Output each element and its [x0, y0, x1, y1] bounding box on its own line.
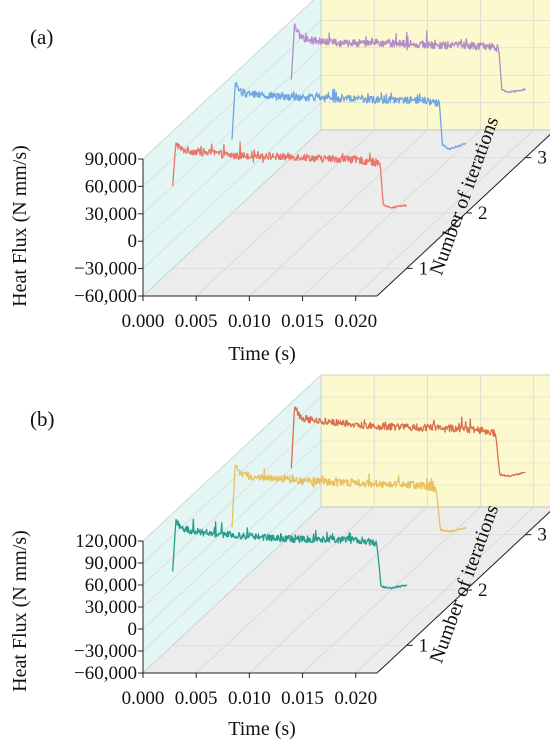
y-tick-label: 0	[128, 231, 138, 252]
y-tick-label: 30,000	[85, 597, 137, 618]
series-line-iteration-1	[172, 141, 408, 209]
axes: 0.000 0.005 0.010 0.015 0.020 120,00090,00060…	[74, 510, 550, 709]
series-line-iteration-3	[290, 23, 526, 94]
series-line-iteration-2	[231, 464, 467, 533]
z-tick-label: 2	[478, 580, 488, 601]
y-gridline	[142, 129, 550, 297]
x-tick-label: 0.015	[281, 688, 324, 709]
y-axis-title: Heat Flux (N mm/s)	[9, 145, 31, 307]
y-tick-label: 60,000	[85, 176, 137, 197]
y-gridline	[142, 440, 550, 608]
x-axis-title: Time (s)	[228, 343, 296, 365]
z-tick-label: 3	[537, 525, 547, 546]
x-axis-title: Time (s)	[228, 718, 296, 740]
y-tick-label: −30,000	[74, 641, 137, 662]
y-gridline	[142, 506, 550, 674]
y-gridline	[142, 102, 550, 269]
y-tick-label: −60,000	[74, 286, 137, 307]
y-gridline	[142, 0, 314, 160]
y-tick-label: 90,000	[85, 149, 137, 170]
y-tick-label: −30,000	[74, 259, 137, 280]
x-tick-label: 0.015	[281, 311, 324, 332]
series-layer	[172, 406, 526, 590]
y-gridline	[142, 484, 550, 652]
x-tick-label: 0.000	[122, 311, 165, 332]
panel-b: (b) 0.000 0.005 0.010 0.015 0.020 120,00090,0…	[9, 374, 550, 740]
panel-label: (b)	[30, 407, 55, 431]
panel-a: (a) 0.000 0.005 0.010 0.015 0.020 90,000 60,00…	[9, 0, 550, 365]
y-gridline	[142, 374, 550, 542]
series-layer	[172, 23, 526, 209]
y-gridline	[142, 74, 550, 242]
y-tick-label: 60,000	[85, 575, 137, 596]
panes	[142, 374, 550, 674]
y-gridline	[142, 396, 550, 564]
y-tick-label: 0	[128, 619, 138, 640]
x-tick-label: 0.000	[122, 688, 165, 709]
y-gridline	[142, 20, 550, 187]
x-tick-label: 0.005	[175, 688, 218, 709]
y-tick-label: 90,000	[85, 553, 137, 574]
z-tick-label: 2	[478, 203, 488, 224]
z-tick-label: 1	[419, 258, 429, 279]
x-tick-label: 0.010	[228, 688, 271, 709]
panel-label: (a)	[30, 25, 53, 49]
back-wall	[320, 0, 550, 131]
series-line-iteration-1	[172, 518, 408, 590]
x-tick-label: 0.010	[228, 311, 271, 332]
axes: 0.000 0.005 0.010 0.015 0.020 90,000 60,000 30,…	[74, 133, 550, 332]
y-tick-label: 30,000	[85, 204, 137, 225]
series-line-iteration-3	[290, 406, 526, 478]
x-tick-label: 0.020	[334, 688, 377, 709]
x-tick-label: 0.020	[334, 311, 377, 332]
y-axis-title: Heat Flux (N mm/s)	[9, 530, 31, 692]
y-gridline	[142, 462, 550, 630]
x-tick-label: 0.005	[175, 311, 218, 332]
z-tick-label: 1	[419, 635, 429, 656]
z-tick-label: 3	[537, 148, 547, 169]
series-line-iteration-2	[231, 81, 467, 151]
y-tick-label: 120,000	[75, 531, 137, 552]
y-tick-label: −60,000	[74, 663, 137, 684]
